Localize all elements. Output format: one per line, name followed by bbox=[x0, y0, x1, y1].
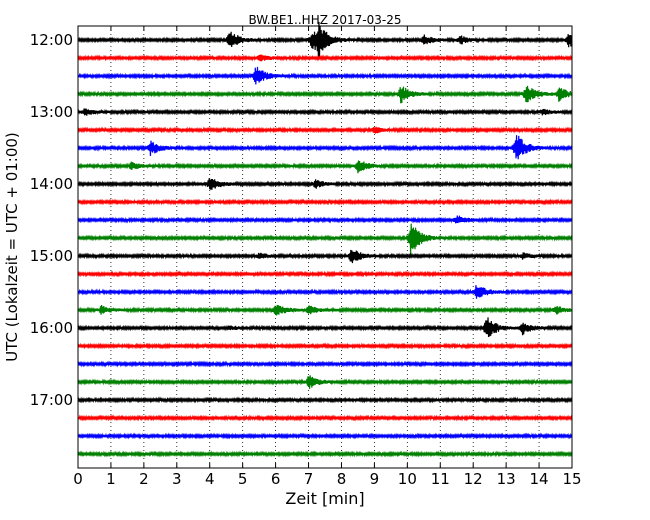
x-tick-label: 10 bbox=[398, 470, 417, 488]
x-tick-label: 3 bbox=[172, 470, 182, 488]
x-tick-label: 15 bbox=[562, 470, 581, 488]
plot-frame bbox=[77, 25, 573, 469]
trace-1415 bbox=[77, 198, 573, 206]
trace-1400 bbox=[77, 178, 573, 190]
x-axis: 0 1 2 3 4 5 6 7 8 9 10 11 12 13 14 15 bbox=[73, 26, 582, 488]
y-axis-label: UTC (Lokalzeit = UTC + 01:00) bbox=[3, 132, 21, 362]
seismic-traces bbox=[77, 21, 573, 458]
trace-1530 bbox=[77, 285, 573, 299]
y-axis: 12:00 13:00 14:00 15:00 16:00 17:00 bbox=[30, 31, 572, 409]
x-tick-label: 1 bbox=[106, 470, 116, 488]
trace-1545 bbox=[77, 304, 573, 316]
trace-1445 bbox=[77, 223, 573, 256]
y-tick-label: 14:00 bbox=[30, 175, 73, 193]
vertical-grid bbox=[110, 26, 540, 468]
trace-1330 bbox=[77, 135, 573, 160]
trace-1500 bbox=[77, 249, 573, 264]
trace-1315 bbox=[77, 126, 573, 134]
x-tick-label: 5 bbox=[238, 470, 248, 488]
trace-1715 bbox=[77, 414, 573, 422]
trace-1645 bbox=[77, 375, 573, 389]
y-tick-label: 17:00 bbox=[30, 391, 73, 409]
x-tick-label: 6 bbox=[271, 470, 281, 488]
trace-1215 bbox=[77, 54, 573, 62]
x-tick-label: 11 bbox=[431, 470, 450, 488]
x-tick-label: 2 bbox=[139, 470, 149, 488]
x-tick-label: 7 bbox=[304, 470, 314, 488]
trace-1700 bbox=[77, 396, 573, 404]
y-tick-label: 15:00 bbox=[30, 247, 73, 265]
trace-1745 bbox=[77, 450, 573, 458]
trace-1200 bbox=[77, 21, 573, 59]
x-tick-label: 0 bbox=[73, 470, 83, 488]
trace-1600 bbox=[77, 317, 573, 338]
x-tick-label: 9 bbox=[370, 470, 380, 488]
trace-1515 bbox=[77, 270, 573, 278]
chart-title: BW.BE1..HHZ 2017-03-25 bbox=[248, 13, 401, 27]
x-axis-label: Zeit [min] bbox=[285, 489, 364, 508]
y-tick-label: 13:00 bbox=[30, 103, 73, 121]
y-tick-label: 12:00 bbox=[30, 31, 73, 49]
trace-1430 bbox=[77, 215, 573, 224]
x-tick-label: 12 bbox=[464, 470, 483, 488]
trace-1730 bbox=[77, 432, 573, 440]
trace-1245 bbox=[77, 85, 573, 104]
x-tick-label: 8 bbox=[337, 470, 347, 488]
trace-1345 bbox=[77, 160, 573, 174]
x-tick-label: 13 bbox=[497, 470, 516, 488]
x-tick-label: 4 bbox=[205, 470, 215, 488]
y-tick-label: 16:00 bbox=[30, 319, 73, 337]
trace-1630 bbox=[77, 360, 573, 368]
trace-1300 bbox=[77, 108, 573, 116]
trace-1615 bbox=[77, 342, 573, 350]
x-tick-label: 14 bbox=[530, 470, 549, 488]
trace-1230 bbox=[77, 66, 573, 85]
